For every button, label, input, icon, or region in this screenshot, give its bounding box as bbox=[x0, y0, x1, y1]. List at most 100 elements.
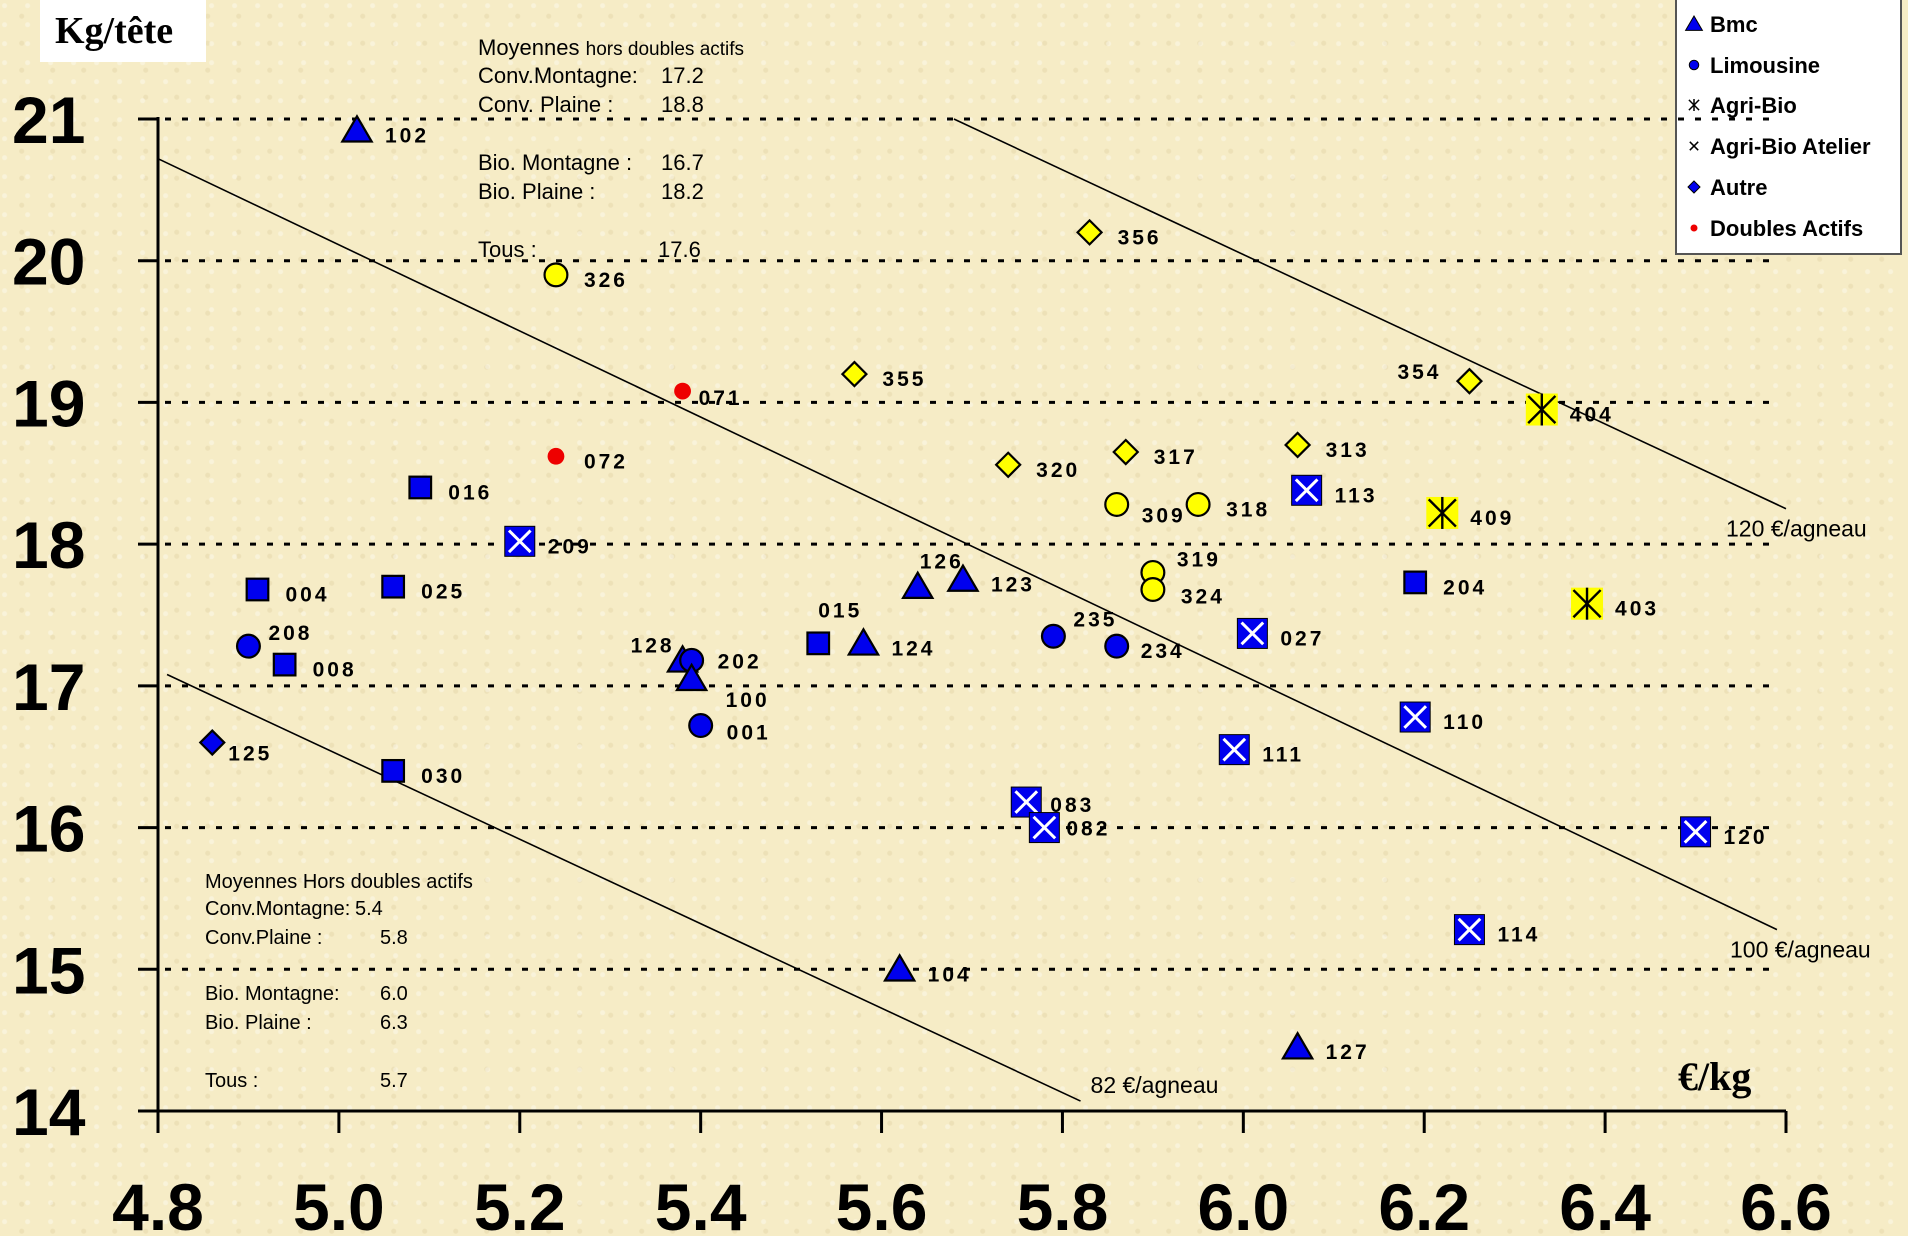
bottom-note-value-4: 5.7 bbox=[380, 1070, 408, 1092]
point-label: 124 bbox=[891, 637, 935, 660]
point-label: 319 bbox=[1177, 548, 1221, 571]
point-label: 202 bbox=[718, 650, 762, 673]
top-note-value-0: 17.2 bbox=[661, 63, 704, 88]
data-point-309 bbox=[1104, 491, 1130, 517]
data-point-123 bbox=[946, 563, 980, 592]
point-label: 123 bbox=[991, 574, 1035, 597]
iso-line-label: 100 €/agneau bbox=[1730, 937, 1871, 963]
data-point-104 bbox=[883, 953, 917, 982]
point-label: 083 bbox=[1050, 794, 1094, 817]
point-label: 071 bbox=[699, 387, 743, 410]
point-label: 113 bbox=[1335, 484, 1378, 507]
data-point-071 bbox=[674, 382, 691, 400]
data-point-015 bbox=[806, 631, 831, 656]
data-point-008 bbox=[272, 652, 297, 677]
top-note-title-suffix: hors doubles actifs bbox=[586, 39, 744, 60]
top-note-label-2: Bio. Montagne : bbox=[478, 150, 632, 175]
point-label: 355 bbox=[882, 368, 926, 391]
x-tick-label: 6.2 bbox=[1378, 1170, 1470, 1236]
top-note-value-2: 16.7 bbox=[661, 150, 704, 175]
legend-marker-x bbox=[1689, 141, 1699, 151]
point-label: 104 bbox=[928, 963, 972, 986]
point-label: 016 bbox=[448, 481, 492, 504]
data-point-113 bbox=[1291, 474, 1323, 506]
legend-label-agri-bio: Agri-Bio bbox=[1710, 93, 1797, 118]
bottom-note-value-2: 6.0 bbox=[380, 983, 408, 1005]
x-tick-label: 5.2 bbox=[474, 1170, 566, 1236]
point-label: 235 bbox=[1073, 608, 1117, 631]
top-note-label-1: Conv. Plaine : bbox=[478, 92, 613, 117]
point-label: 120 bbox=[1724, 826, 1768, 849]
top-note-label-0: Conv.Montagne: bbox=[478, 63, 638, 88]
point-label: 126 bbox=[920, 551, 964, 574]
point-label: 100 bbox=[726, 689, 770, 712]
data-point-102 bbox=[340, 114, 374, 143]
data-point-114 bbox=[1453, 914, 1485, 946]
y-tick-label: 21 bbox=[12, 83, 85, 157]
top-note-title: Moyennes bbox=[478, 35, 580, 60]
legend-label-agri-bio-atelier: Agri-Bio Atelier bbox=[1710, 134, 1871, 159]
data-point-004 bbox=[245, 577, 270, 602]
iso-line bbox=[953, 118, 1787, 510]
legend-marker-circle bbox=[1688, 59, 1700, 71]
x-tick-label: 5.0 bbox=[293, 1170, 385, 1236]
bottom-note-value-3: 6.3 bbox=[380, 1012, 408, 1034]
point-label: 025 bbox=[421, 581, 465, 604]
legend-label-doubles-actifs: Doubles Actifs bbox=[1710, 216, 1863, 241]
point-label: 409 bbox=[1470, 507, 1514, 530]
data-point-209 bbox=[504, 525, 536, 557]
point-label: 404 bbox=[1570, 404, 1614, 427]
point-label: 111 bbox=[1262, 744, 1304, 767]
data-point-001 bbox=[688, 713, 714, 739]
y-tick-label: 19 bbox=[12, 366, 85, 440]
point-label: 102 bbox=[385, 124, 429, 147]
x-tick-label: 6.4 bbox=[1559, 1170, 1651, 1236]
point-label: 208 bbox=[268, 622, 312, 645]
bottom-note-title: Moyennes Hors doubles actifs bbox=[205, 871, 473, 893]
bottom-note-label-1: Conv.Plaine : bbox=[205, 927, 322, 949]
data-point-409 bbox=[1426, 496, 1459, 529]
legend-marker-dot bbox=[1690, 224, 1698, 232]
data-point-208 bbox=[235, 633, 261, 659]
data-point-120 bbox=[1680, 816, 1712, 848]
data-point-404 bbox=[1525, 393, 1558, 426]
point-label: 317 bbox=[1154, 446, 1198, 469]
data-point-124 bbox=[846, 627, 881, 656]
point-label: 015 bbox=[818, 599, 862, 622]
point-label: 326 bbox=[584, 269, 628, 292]
x-tick-label: 5.8 bbox=[1017, 1170, 1109, 1236]
y-tick-label: 20 bbox=[12, 225, 85, 299]
data-point-100 bbox=[675, 662, 709, 692]
data-point-025 bbox=[381, 574, 406, 599]
data-point-356 bbox=[1076, 218, 1104, 246]
point-label: 110 bbox=[1443, 711, 1486, 734]
bottom-averages-note: Moyennes Hors doubles actifs Conv.Montag… bbox=[205, 871, 473, 1092]
data-point-320 bbox=[994, 451, 1022, 479]
y-tick-label: 15 bbox=[12, 933, 85, 1007]
point-label: 030 bbox=[421, 765, 465, 788]
legend-marker-triangle bbox=[1684, 15, 1704, 31]
bottom-note-label-2: Bio. Montagne: bbox=[205, 983, 340, 1005]
point-label: 128 bbox=[631, 634, 675, 657]
point-label: 027 bbox=[1280, 627, 1324, 650]
top-note-value-4: 17.6 bbox=[658, 237, 701, 262]
bottom-note-value-1: 5.8 bbox=[380, 927, 408, 949]
point-label: 114 bbox=[1497, 924, 1540, 947]
point-label: 313 bbox=[1326, 439, 1370, 462]
top-note-value-3: 18.2 bbox=[661, 179, 704, 204]
legend-box bbox=[1675, 0, 1902, 255]
data-point-110 bbox=[1399, 701, 1431, 733]
data-point-030 bbox=[381, 758, 406, 783]
point-label: 309 bbox=[1142, 504, 1186, 527]
data-point-082 bbox=[1028, 812, 1060, 844]
bottom-note-label-4: Tous : bbox=[205, 1070, 258, 1092]
point-label: 354 bbox=[1397, 361, 1441, 384]
bottom-note-label-3: Bio. Plaine : bbox=[205, 1012, 312, 1034]
data-point-326 bbox=[543, 262, 569, 288]
point-label: 127 bbox=[1326, 1041, 1370, 1064]
point-label: 209 bbox=[548, 535, 592, 558]
top-note-label-4: Tous : bbox=[478, 237, 537, 262]
bottom-note-value-0: 5.4 bbox=[355, 898, 383, 920]
point-label: 320 bbox=[1036, 459, 1080, 482]
